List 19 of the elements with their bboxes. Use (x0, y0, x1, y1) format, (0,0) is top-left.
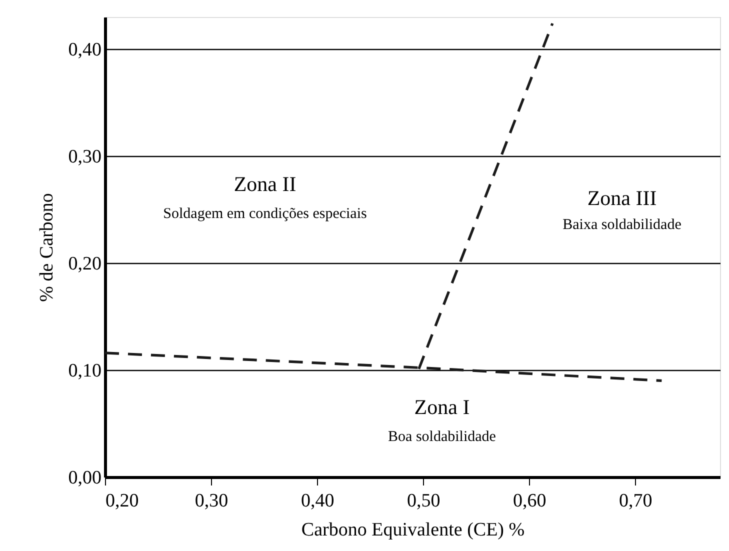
y-axis-title: % de Carbono (36, 193, 58, 302)
y-tick-label: 0,20 (68, 254, 102, 275)
x-tick-label: 0,50 (406, 490, 440, 512)
annotation: Zona III (587, 186, 657, 210)
x-tick-label: 0,40 (300, 490, 334, 512)
x-axis-title: Carbono Equivalente (CE) % (301, 520, 525, 540)
y-tick-label: 0,10 (68, 360, 102, 382)
y-tick-label: 0,30 (68, 146, 102, 168)
annotation: Soldagem em condições especiais (163, 206, 368, 222)
x-tick-label: 0,60 (513, 490, 546, 512)
y-tick-label: 0,40 (68, 40, 102, 61)
annotation: Zona I (414, 395, 470, 419)
x-tick-label: 0,20 (106, 490, 139, 512)
x-tick-label: 0,70 (619, 490, 652, 512)
annotation: Zona II (234, 172, 296, 196)
y-tick-label: 0,00 (68, 468, 102, 488)
annotation: Baixa soldabilidade (562, 217, 682, 233)
x-tick-label: 0,30 (194, 490, 228, 512)
annotation: Boa soldabilidade (388, 429, 496, 445)
